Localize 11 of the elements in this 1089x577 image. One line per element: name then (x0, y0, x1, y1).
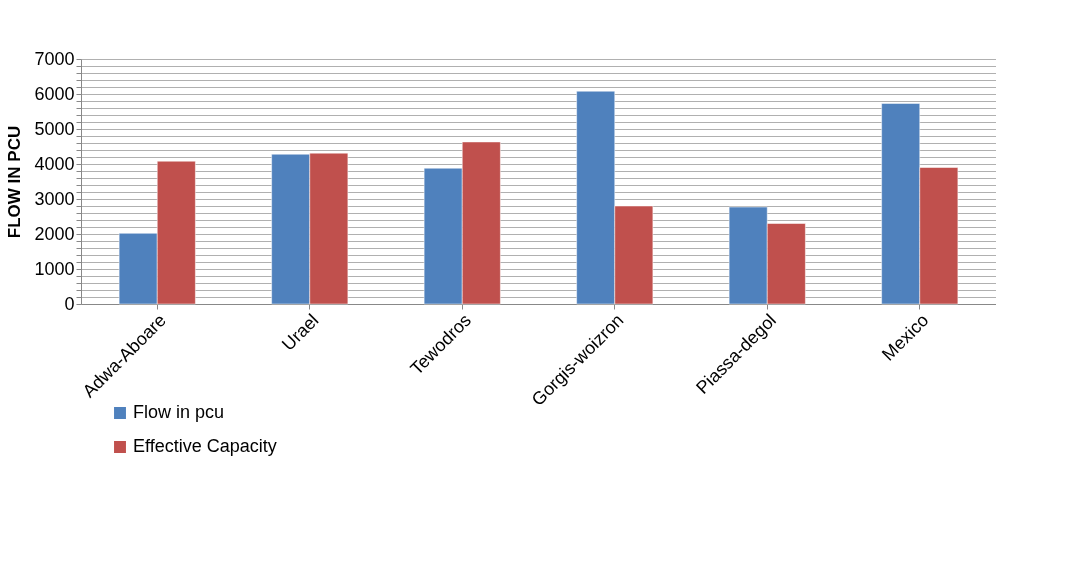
y-tick-label: 4000 (34, 153, 75, 174)
y-tick-label: 2000 (34, 223, 75, 244)
y-tick-label: 0 (64, 293, 75, 314)
legend-label: Effective Capacity (133, 436, 277, 456)
y-tick-label: 3000 (34, 188, 75, 209)
legend-label: Flow in pcu (133, 402, 225, 422)
y-tick-label: 6000 (34, 83, 75, 104)
y-tick-label: 5000 (34, 118, 75, 139)
y-axis-title: FLOW IN PCU (5, 125, 25, 239)
y-tick-label: 1000 (34, 258, 75, 279)
y-tick-label: 7000 (34, 48, 75, 69)
